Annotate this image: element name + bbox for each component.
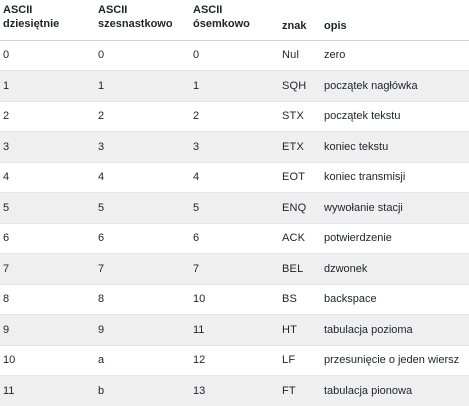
cell-hex: 8	[95, 284, 190, 315]
cell-char: ETX	[279, 132, 321, 163]
cell-description: tabulacja pionowa	[321, 376, 469, 406]
cell-octal: 4	[190, 162, 279, 193]
header-description: opis	[321, 0, 469, 40]
cell-char: Nul	[279, 40, 321, 71]
cell-description: tabulacja pozioma	[321, 315, 469, 346]
cell-description: przesunięcie o jeden wiersz	[321, 345, 469, 376]
cell-octal: 1	[190, 71, 279, 102]
cell-decimal: 10	[0, 345, 95, 376]
cell-char: BEL	[279, 254, 321, 285]
cell-char: SQH	[279, 71, 321, 102]
cell-char: LF	[279, 345, 321, 376]
cell-description: koniec tekstu	[321, 132, 469, 163]
cell-description: potwierdzenie	[321, 223, 469, 254]
cell-octal: 10	[190, 284, 279, 315]
header-char: znak	[279, 0, 321, 40]
cell-hex: 0	[95, 40, 190, 71]
cell-description: backspace	[321, 284, 469, 315]
cell-description: początek tekstu	[321, 101, 469, 132]
cell-hex: a	[95, 345, 190, 376]
cell-octal: 13	[190, 376, 279, 406]
header-octal: ASCII ósemkowo	[190, 0, 279, 40]
cell-char: HT	[279, 315, 321, 346]
cell-octal: 6	[190, 223, 279, 254]
cell-decimal: 7	[0, 254, 95, 285]
cell-char: ENQ	[279, 193, 321, 224]
cell-char: ACK	[279, 223, 321, 254]
header-hex-line2: szesnastkowo	[98, 17, 190, 31]
cell-decimal: 11	[0, 376, 95, 406]
cell-octal: 5	[190, 193, 279, 224]
cell-char: STX	[279, 101, 321, 132]
cell-octal: 11	[190, 315, 279, 346]
cell-description: początek nagłówka	[321, 71, 469, 102]
cell-hex: 2	[95, 101, 190, 132]
cell-decimal: 6	[0, 223, 95, 254]
header-decimal-line2: dziesiętnie	[3, 17, 95, 31]
header-hex-line1: ASCII	[98, 3, 190, 17]
cell-decimal: 3	[0, 132, 95, 163]
header-hex: ASCII szesnastkowo	[95, 0, 190, 40]
cell-decimal: 5	[0, 193, 95, 224]
cell-hex: 5	[95, 193, 190, 224]
cell-char: BS	[279, 284, 321, 315]
cell-octal: 0	[190, 40, 279, 71]
cell-decimal: 0	[0, 40, 95, 71]
cell-octal: 12	[190, 345, 279, 376]
cell-description: dzwonek	[321, 254, 469, 285]
cell-description: wywołanie stacji	[321, 193, 469, 224]
header-octal-line1: ASCII	[193, 3, 279, 17]
cell-decimal: 4	[0, 162, 95, 193]
header-row: ASCII dziesiętnie ASCII szesnastkowo ASC…	[0, 0, 469, 40]
cell-hex: 3	[95, 132, 190, 163]
cell-decimal: 8	[0, 284, 95, 315]
header-description-label: opis	[324, 19, 469, 33]
cell-hex: b	[95, 376, 190, 406]
cell-decimal: 1	[0, 71, 95, 102]
cell-char: EOT	[279, 162, 321, 193]
header-decimal-line1: ASCII	[3, 3, 95, 17]
cell-hex: 4	[95, 162, 190, 193]
cell-hex: 6	[95, 223, 190, 254]
cell-char: FT	[279, 376, 321, 406]
cell-octal: 3	[190, 132, 279, 163]
cell-decimal: 9	[0, 315, 95, 346]
header-decimal: ASCII dziesiętnie	[0, 0, 95, 40]
cell-decimal: 2	[0, 101, 95, 132]
table-header: ASCII dziesiętnie ASCII szesnastkowo ASC…	[0, 0, 469, 40]
header-char-label: znak	[282, 19, 321, 33]
header-octal-line2: ósemkowo	[193, 17, 279, 31]
cell-octal: 2	[190, 101, 279, 132]
cell-description: zero	[321, 40, 469, 71]
cell-description: koniec transmisji	[321, 162, 469, 193]
cell-hex: 9	[95, 315, 190, 346]
cell-octal: 7	[190, 254, 279, 285]
cell-hex: 7	[95, 254, 190, 285]
cell-hex: 1	[95, 71, 190, 102]
